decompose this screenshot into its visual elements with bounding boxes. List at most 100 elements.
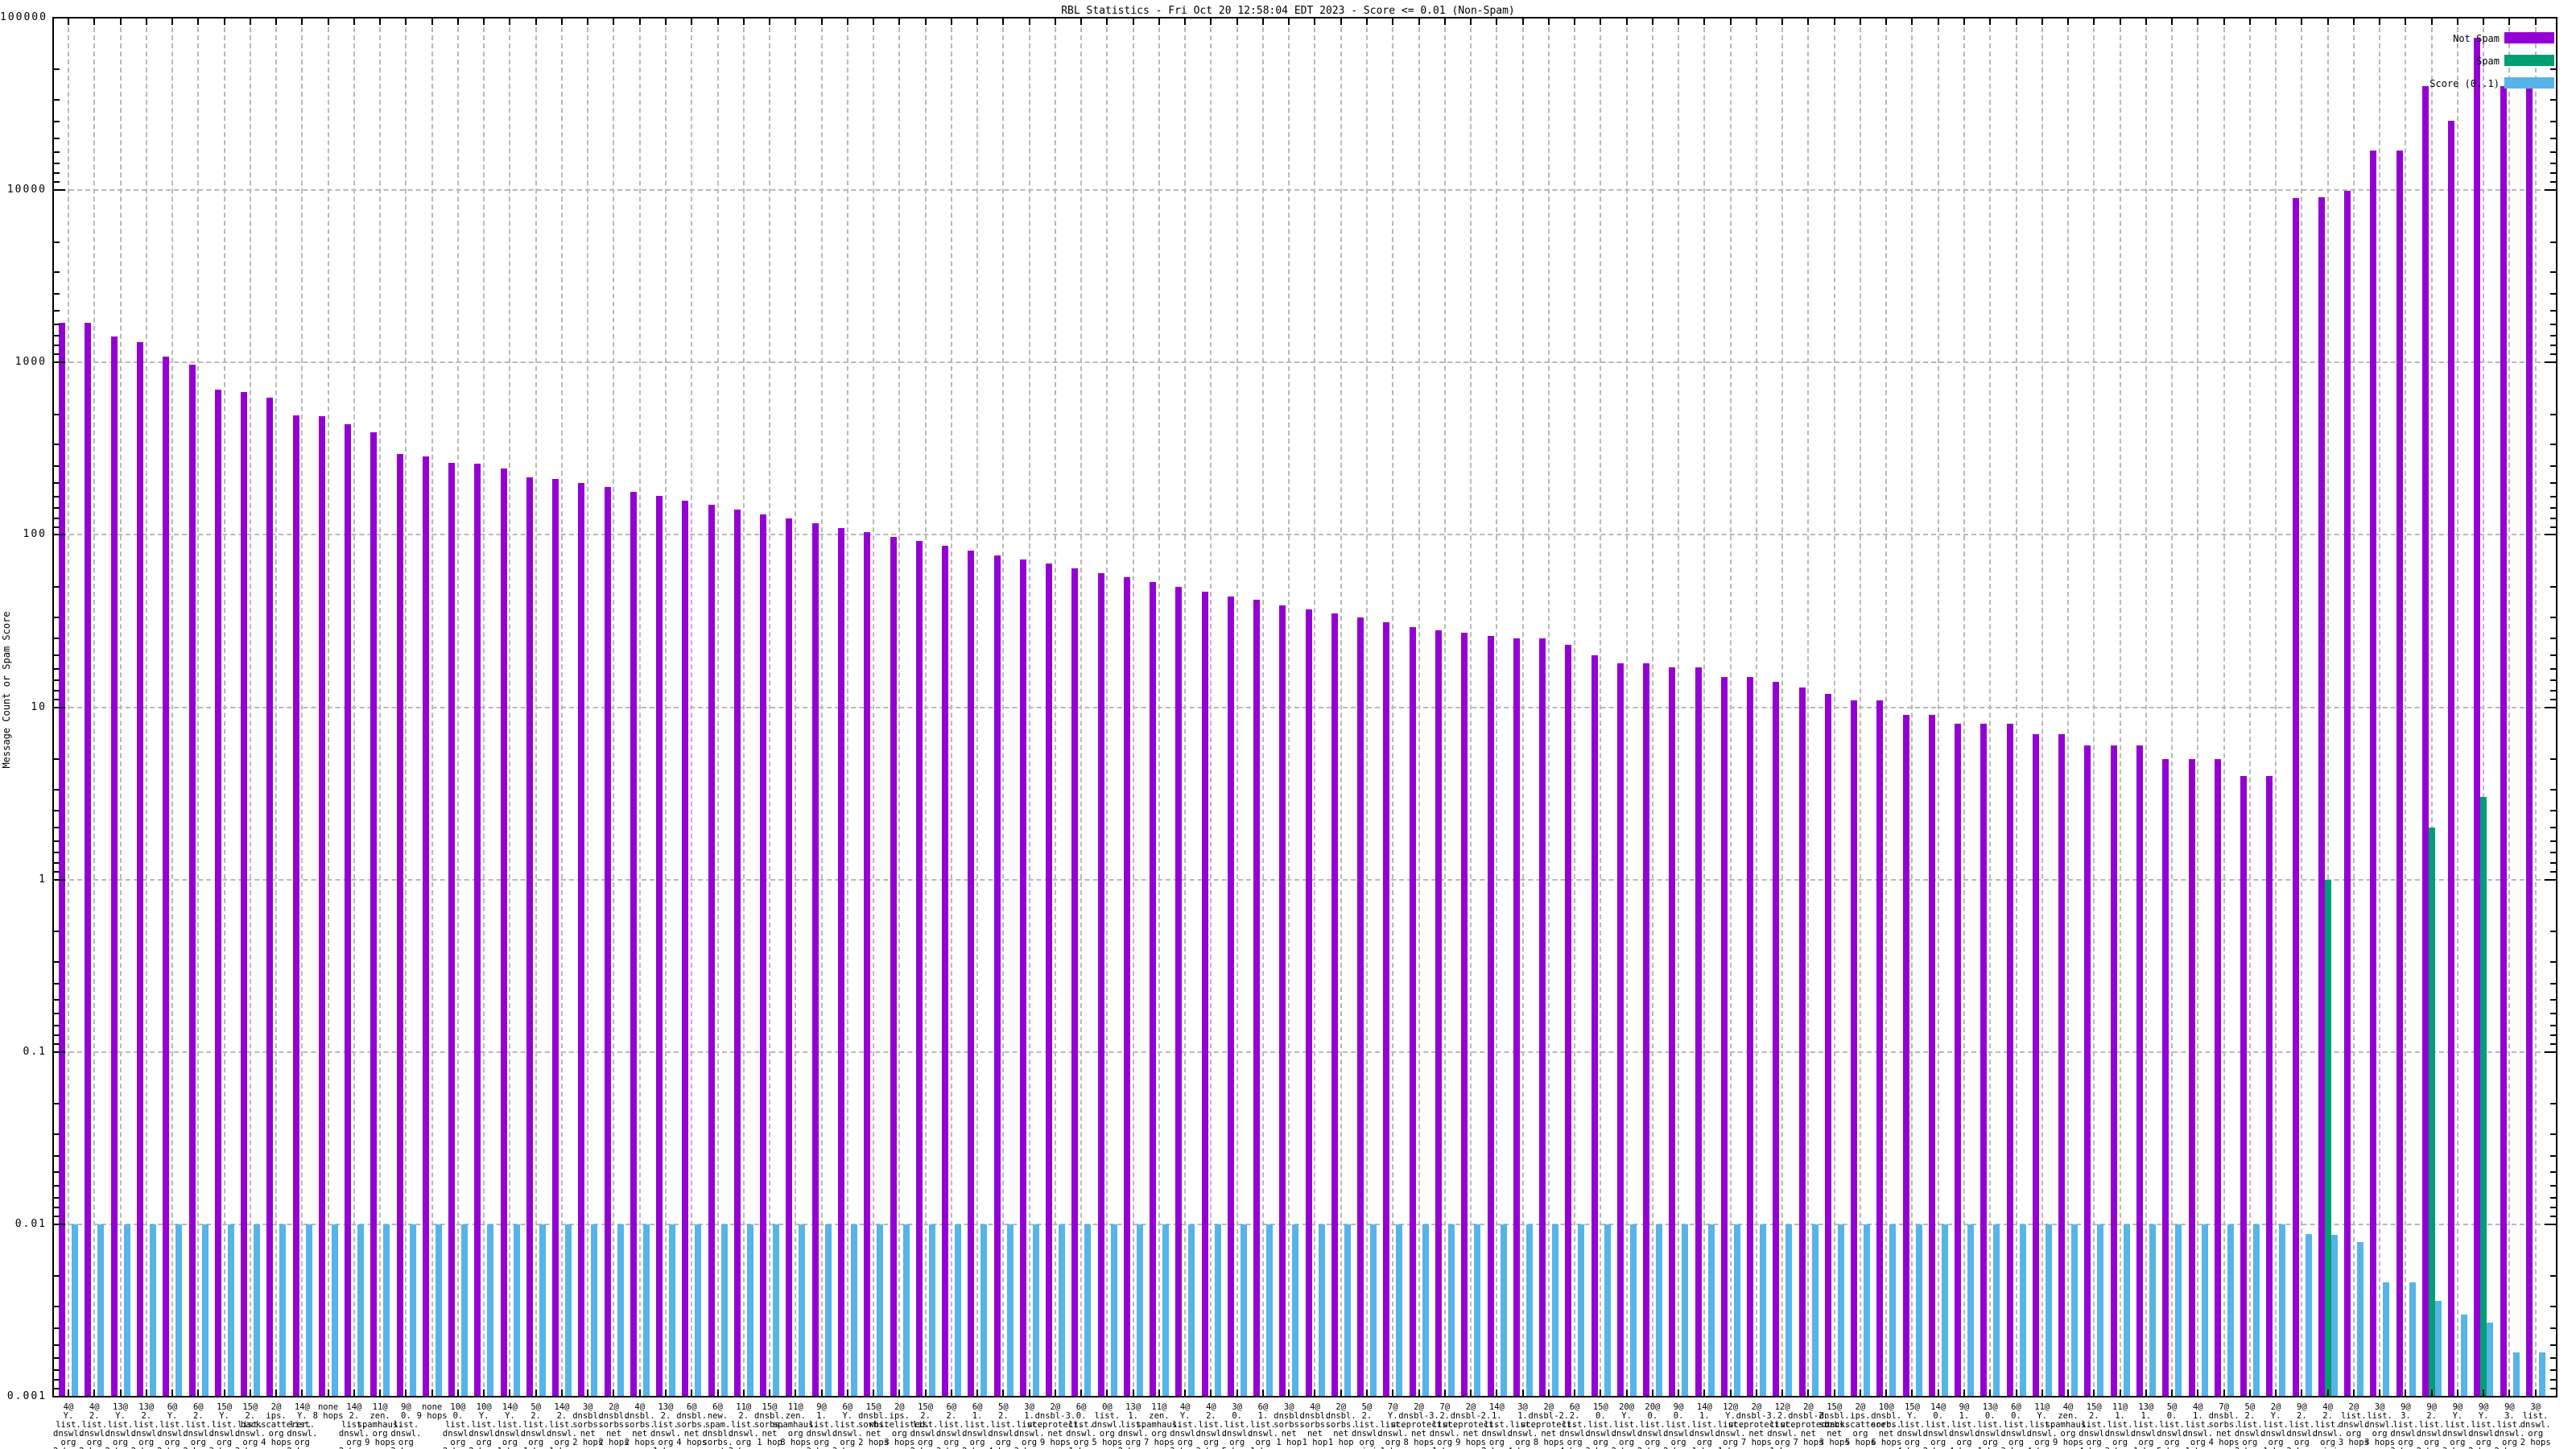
x-tick-label: 2@ dnsbl-3. uceprotect. net 7 hops (1708, 1403, 1805, 1447)
x-tick (2248, 18, 2251, 25)
x-tick (1703, 1389, 1706, 1397)
x-tick-label-line: 4@ (1310, 1402, 1320, 1412)
y-minor-tick (54, 1133, 60, 1135)
x-tick-label-line: org (2397, 1438, 2413, 1447)
v-gridline (1885, 19, 1888, 1395)
h-gridline (53, 1223, 2557, 1225)
y-major-tick (54, 878, 65, 881)
x-tick-label-line: dnswl. (1663, 1429, 1695, 1439)
y-minor-tick (2550, 137, 2556, 139)
y-major-tick (54, 1223, 65, 1225)
score-bar (1059, 1224, 1066, 1397)
x-tick-label-line: sorbs. (1299, 1420, 1331, 1430)
x-tick-label-line: list. (107, 1420, 134, 1430)
x-tick-label-line: 2 hops (410, 1447, 506, 1449)
x-tick-label-line: dnswl. (1922, 1429, 1954, 1439)
score-bar (97, 1224, 105, 1397)
x-tick-label-line: origin (1319, 1447, 1415, 1449)
x-tick-label-line: 13@ (2138, 1402, 2154, 1412)
x-tick (431, 18, 433, 25)
x-tick-label-line: 2 hops (72, 1447, 169, 1449)
x-tick-label-line: 2@ (2348, 1402, 2359, 1412)
x-tick (613, 1389, 615, 1397)
y-minor-tick (54, 137, 60, 139)
x-tick-label-line: 1 hop (1033, 1447, 1129, 1449)
not-spam-bar (1980, 724, 1988, 1397)
not-spam-bar (838, 527, 844, 1397)
x-tick-label-line: 1 hop (514, 1447, 610, 1449)
score-bar (591, 1224, 598, 1397)
x-tick-label-line: Y. (1725, 1411, 1736, 1421)
x-tick (2352, 1389, 2355, 1397)
y-minor-tick (54, 1171, 60, 1174)
v-gridline (535, 19, 537, 1395)
x-tick-label-line: 5@ (1361, 1402, 1373, 1412)
x-tick (638, 1389, 641, 1397)
x-tick (456, 18, 459, 25)
x-tick-label-line: 2 hops (1890, 1447, 1987, 1449)
not-spam-bar (1955, 724, 1962, 1397)
x-tick (2275, 1389, 2277, 1397)
x-tick-label-line: 2@ (1335, 1402, 1347, 1412)
x-tick-label-line: org (787, 1429, 803, 1439)
y-minor-tick (54, 413, 60, 415)
x-tick (145, 1389, 147, 1397)
v-gridline (1989, 19, 1992, 1395)
y-minor-tick (54, 353, 60, 356)
x-tick-label-line: 1 hop (2227, 1447, 2324, 1449)
x-tick-label: 4@ dnsbl. sorbs. net 1 hop (1266, 1403, 1363, 1447)
x-tick-label-line: list. (1224, 1420, 1250, 1430)
not-spam-bar (2136, 745, 2143, 1397)
not-spam-bar (448, 463, 456, 1397)
x-tick-label-line: 8 hops (1403, 1438, 1435, 1447)
x-tick-label-line: sorbs. (858, 1420, 890, 1430)
x-tick-label-line: 5 hops (1189, 1447, 1286, 1449)
x-tick-label: 2@ dnsbl-2. uceprotect. net 8 hops (1501, 1403, 1597, 1447)
y-axis-label: Message Count or Spam Score (1, 611, 12, 769)
score-bar (1370, 1224, 1377, 1397)
x-tick-label-line: org (476, 1438, 492, 1447)
x-tick-label-line: org (1619, 1438, 1635, 1447)
not-spam-bar (811, 522, 819, 1397)
x-tick-label-line: net (1463, 1429, 1479, 1439)
x-tick-label-line: org (1515, 1438, 1531, 1447)
not-spam-bar (1383, 622, 1390, 1397)
y-minor-tick (54, 861, 60, 864)
x-tick-label-line: 3. (2401, 1411, 2411, 1421)
not-spam-bar (1616, 663, 1624, 1397)
h-gridline (53, 189, 2557, 192)
x-tick (249, 1389, 251, 1397)
v-gridline (1574, 19, 1576, 1395)
x-tick-label-line: 2 hops (150, 1447, 246, 1449)
not-spam-bar (1851, 700, 1858, 1397)
x-tick (1028, 18, 1030, 25)
y-minor-tick (2550, 271, 2556, 274)
x-tick-label-line: 1 hop (1656, 1447, 1752, 1449)
x-tick-label-line: org (1930, 1438, 1946, 1447)
v-gridline (1002, 19, 1005, 1395)
x-tick (1600, 1389, 1602, 1397)
v-gridline (483, 19, 485, 1395)
x-tick-label-line: 1 hop (1942, 1447, 2038, 1449)
x-tick-label-line: 3 hops (2202, 1447, 2298, 1449)
score-bar (539, 1224, 546, 1397)
y-minor-tick (2550, 68, 2556, 71)
x-tick-label-line: 1 hop (1302, 1438, 1328, 1447)
not-spam-bar (188, 365, 196, 1397)
x-tick-label-line: net (670, 1447, 766, 1449)
x-tick-label-line: list. (471, 1420, 497, 1430)
x-tick-label-line: dnswl. (1897, 1429, 1928, 1439)
x-tick-label-line: 9@ (1959, 1402, 1970, 1412)
y-minor-tick (54, 1207, 60, 1209)
x-tick-label-line: 15@ (242, 1402, 258, 1412)
x-tick-label: 5@2.list.dnswl.orgorigin (1319, 1403, 1415, 1449)
x-tick-label-line: 6@ (192, 1402, 204, 1412)
x-tick (950, 18, 952, 25)
x-tick (1885, 18, 1888, 25)
not-spam-bar (136, 342, 143, 1397)
